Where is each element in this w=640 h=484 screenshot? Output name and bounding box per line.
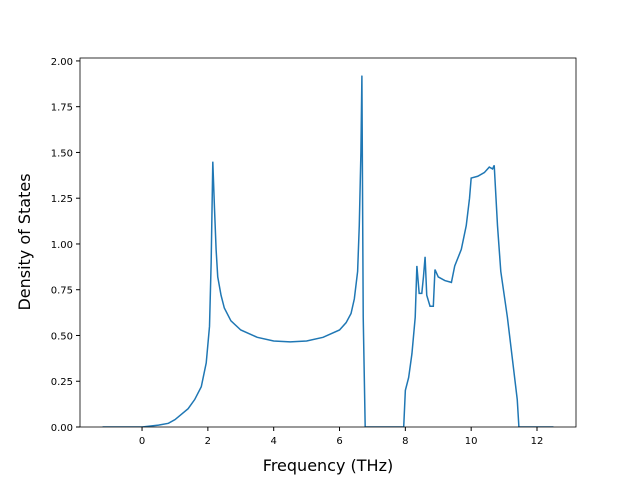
y-tick-label: 1.75 (51, 103, 73, 114)
y-tick-label: 1.50 (51, 148, 73, 159)
y-tick-label: 0.50 (51, 331, 73, 342)
x-axis-label: Frequency (THz) (263, 456, 393, 475)
y-tick-label: 0.25 (51, 377, 73, 388)
y-tick-label: 0.00 (51, 423, 73, 434)
x-tick-label: 12 (531, 436, 544, 447)
y-tick-label: 2.00 (51, 57, 73, 68)
y-tick-label: 1.00 (51, 240, 73, 251)
x-tick-label: 8 (402, 436, 408, 447)
x-tick-label: 6 (336, 436, 342, 447)
x-tick-label: 10 (465, 436, 478, 447)
x-tick-label: 4 (271, 436, 277, 447)
y-tick-label: 1.25 (51, 194, 73, 205)
plot-frame (79, 57, 577, 428)
y-axis-label: Density of States (15, 173, 34, 310)
line-series (102, 75, 554, 427)
x-tick-label: 0 (139, 436, 145, 447)
y-tick-label: 0.75 (51, 286, 73, 297)
x-tick-label: 2 (205, 436, 211, 447)
